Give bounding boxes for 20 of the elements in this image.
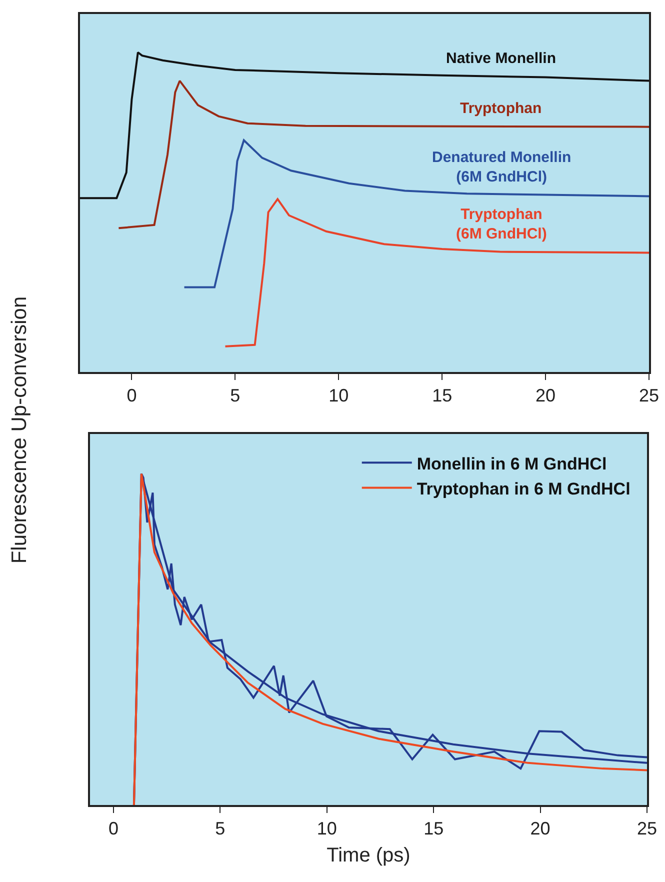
series-label: Native Monellin [446, 50, 556, 67]
legend-label: Tryptophan in 6 M GndHCl [416, 479, 630, 498]
series-label: Tryptophan (6M GndHCl) [456, 206, 547, 242]
x-tick-label: 25 [638, 386, 660, 406]
x-tick-label: 0 [108, 818, 118, 839]
x-axis-title: Time (ps) [326, 844, 410, 867]
x-tick-label: 20 [536, 386, 556, 406]
x-tick-label: 5 [215, 818, 226, 839]
x-tick-label: 5 [230, 386, 240, 406]
x-tick-label: 20 [530, 818, 550, 839]
x-tick-label: 15 [432, 386, 452, 406]
series-label: Tryptophan [460, 100, 542, 117]
legend-label: Monellin in 6 M GndHCl [416, 454, 607, 474]
x-tick-label: 0 [126, 386, 137, 406]
x-tick-label: 10 [316, 818, 337, 839]
x-tick-label: 10 [328, 386, 349, 406]
y-axis-title: Fluorescence Up-conversion [8, 295, 32, 566]
x-tick-label: 25 [636, 818, 658, 839]
series-label: Denatured Monellin (6M GndHCl) [432, 149, 572, 186]
x-tick-label: 15 [424, 818, 444, 839]
